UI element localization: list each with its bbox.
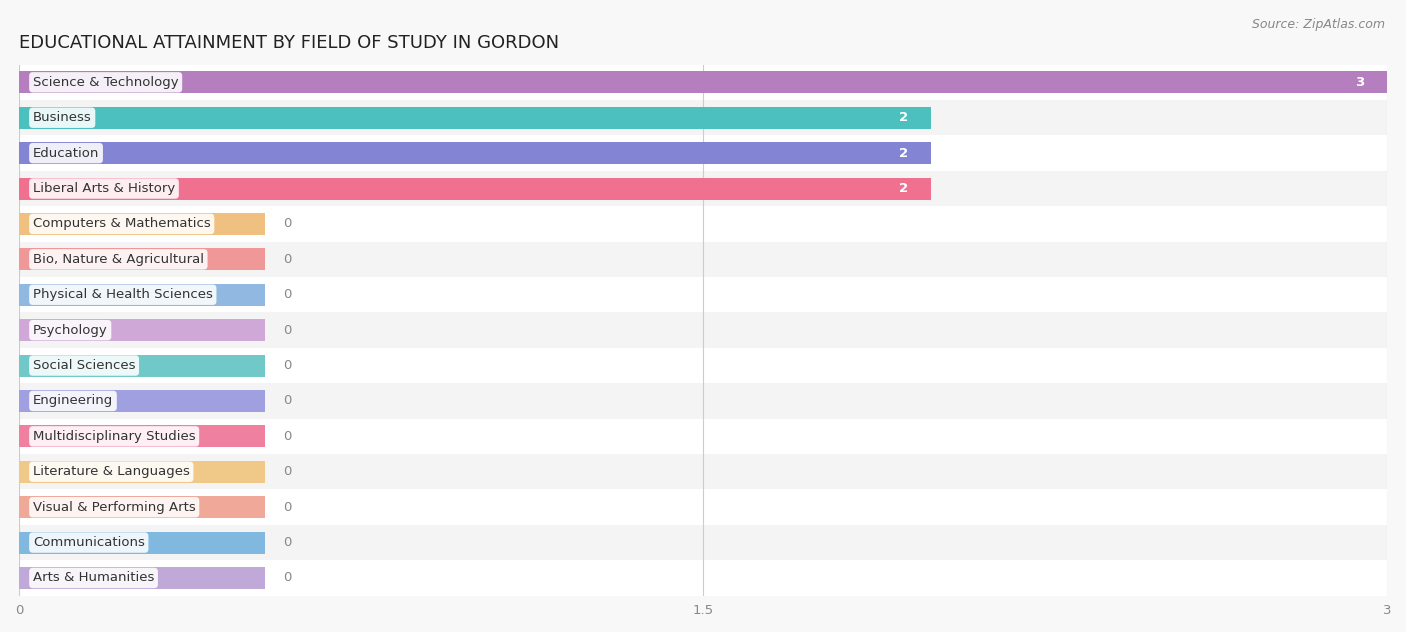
Text: 0: 0 [284, 501, 292, 514]
Text: Computers & Mathematics: Computers & Mathematics [32, 217, 211, 231]
Text: 3: 3 [1355, 76, 1364, 89]
Text: Psychology: Psychology [32, 324, 108, 337]
Bar [20, 425, 266, 447]
Bar [20, 171, 1386, 206]
Bar [20, 390, 266, 412]
Text: Social Sciences: Social Sciences [32, 359, 135, 372]
Text: 0: 0 [284, 217, 292, 231]
Bar [20, 532, 266, 554]
Bar [20, 355, 266, 377]
Text: 0: 0 [284, 288, 292, 301]
Bar [20, 319, 266, 341]
Bar [20, 496, 266, 518]
Bar [20, 178, 931, 200]
Bar [20, 525, 1386, 560]
Text: 2: 2 [898, 111, 908, 125]
Bar [20, 567, 266, 589]
Text: Arts & Humanities: Arts & Humanities [32, 571, 155, 585]
Bar [20, 312, 1386, 348]
Text: Science & Technology: Science & Technology [32, 76, 179, 89]
Text: 0: 0 [284, 430, 292, 443]
Text: 0: 0 [284, 536, 292, 549]
Text: 2: 2 [898, 182, 908, 195]
Bar [20, 71, 1386, 94]
Text: 0: 0 [284, 394, 292, 408]
Bar [20, 64, 1386, 100]
Text: 2: 2 [898, 147, 908, 160]
Bar [20, 277, 1386, 312]
Text: Source: ZipAtlas.com: Source: ZipAtlas.com [1251, 18, 1385, 31]
Bar [20, 213, 266, 235]
Bar [20, 135, 1386, 171]
Text: Business: Business [32, 111, 91, 125]
Text: 0: 0 [284, 324, 292, 337]
Text: Education: Education [32, 147, 100, 160]
Text: 0: 0 [284, 571, 292, 585]
Bar [20, 418, 1386, 454]
Bar [20, 248, 266, 270]
Bar [20, 206, 1386, 241]
Text: Physical & Health Sciences: Physical & Health Sciences [32, 288, 212, 301]
Text: 0: 0 [284, 253, 292, 266]
Bar [20, 100, 1386, 135]
Bar [20, 348, 1386, 383]
Bar [20, 489, 1386, 525]
Text: Literature & Languages: Literature & Languages [32, 465, 190, 478]
Text: Visual & Performing Arts: Visual & Performing Arts [32, 501, 195, 514]
Text: Bio, Nature & Agricultural: Bio, Nature & Agricultural [32, 253, 204, 266]
Bar [20, 284, 266, 306]
Text: Multidisciplinary Studies: Multidisciplinary Studies [32, 430, 195, 443]
Bar [20, 383, 1386, 418]
Bar [20, 454, 1386, 489]
Bar [20, 241, 1386, 277]
Bar [20, 461, 266, 483]
Text: Communications: Communications [32, 536, 145, 549]
Text: 0: 0 [284, 359, 292, 372]
Text: Liberal Arts & History: Liberal Arts & History [32, 182, 176, 195]
Bar [20, 560, 1386, 596]
Bar [20, 107, 931, 129]
Text: EDUCATIONAL ATTAINMENT BY FIELD OF STUDY IN GORDON: EDUCATIONAL ATTAINMENT BY FIELD OF STUDY… [20, 34, 560, 52]
Text: 0: 0 [284, 465, 292, 478]
Bar [20, 142, 931, 164]
Text: Engineering: Engineering [32, 394, 112, 408]
